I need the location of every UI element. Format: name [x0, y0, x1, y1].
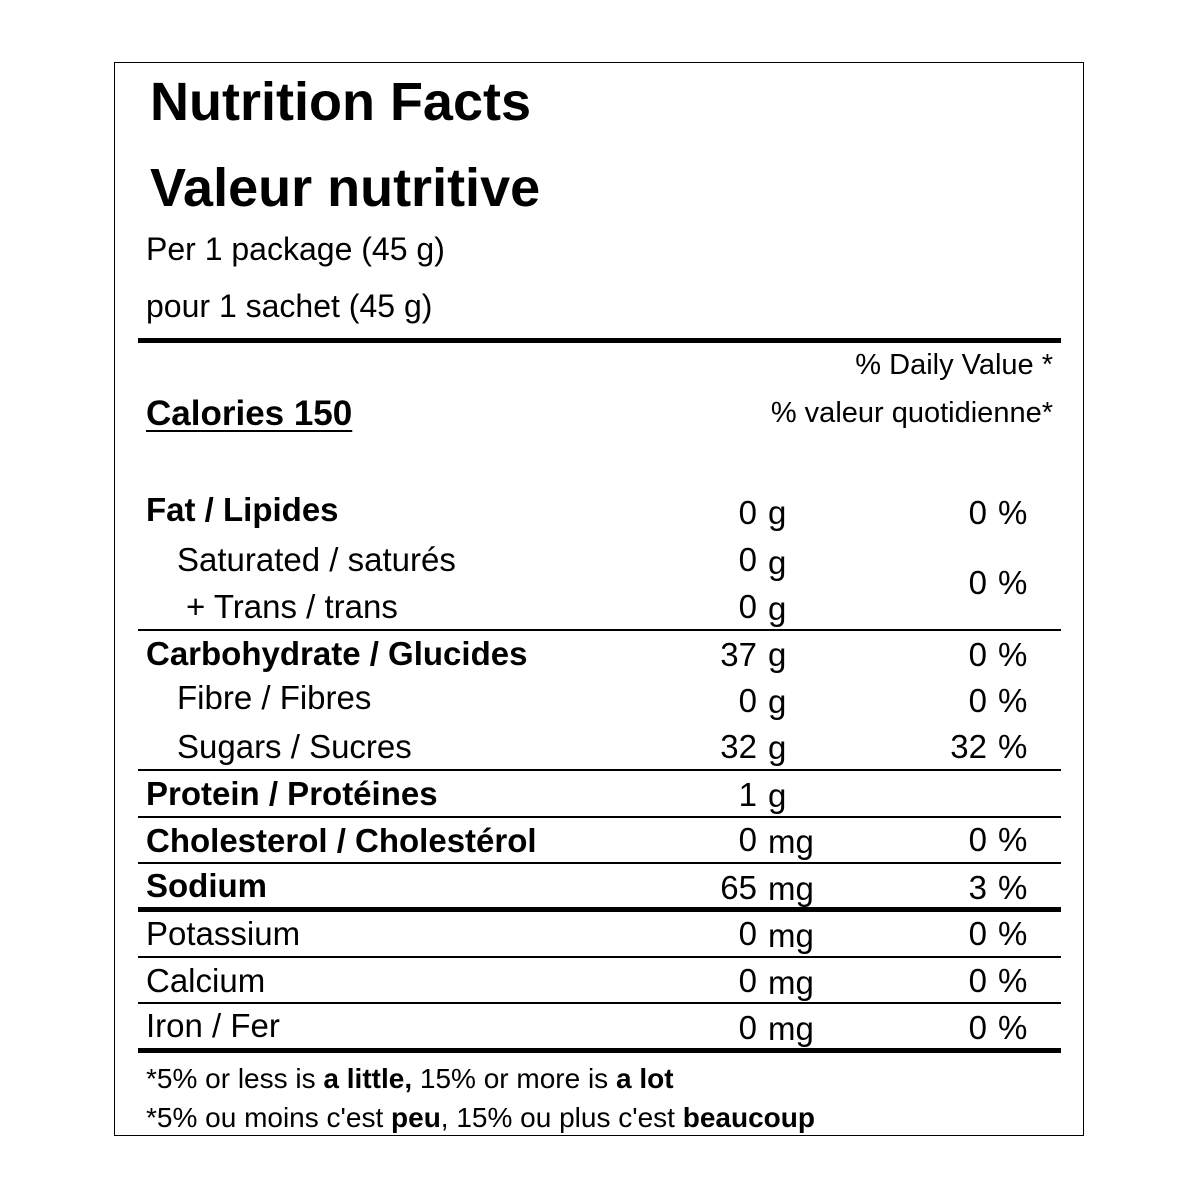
nutrient-label: Fibre / Fibres	[177, 679, 372, 716]
nutrient-dv: 0	[968, 915, 987, 952]
nutrient-amount: 0	[738, 1009, 757, 1046]
nutrient-unit: mg	[768, 823, 814, 860]
divider	[138, 629, 1061, 631]
percent-sign: %	[998, 564, 1028, 601]
nutrient-dv: 0	[968, 494, 987, 531]
divider	[138, 1002, 1061, 1004]
daily-value-header-en: % Daily Value *	[855, 349, 1053, 381]
divider	[138, 816, 1061, 818]
footnote-text: *5% or less is	[146, 1063, 324, 1094]
percent-sign: %	[998, 915, 1028, 952]
nutrient-dv: 0	[968, 962, 987, 999]
nutrient-amount: 0	[738, 682, 757, 719]
nutrient-amount: 0	[738, 494, 757, 531]
percent-sign: %	[998, 728, 1028, 765]
nutrition-facts-panel	[114, 62, 1084, 1136]
footnote-text: , 15% ou plus c'est	[440, 1102, 683, 1133]
nutrient-unit: g	[768, 494, 787, 531]
serving-size-en: Per 1 package (45 g)	[146, 231, 445, 267]
title-fr: Valeur nutritive	[150, 158, 541, 218]
nutrient-amount: 0	[738, 915, 757, 952]
nutrient-dv: 0	[968, 1009, 987, 1046]
nutrient-unit: g	[768, 544, 787, 581]
nutrient-dv: 3	[968, 869, 987, 906]
nutrient-unit: mg	[768, 870, 814, 907]
footnote-emphasis: a little,	[323, 1063, 413, 1094]
nutrient-dv: 0	[968, 682, 987, 719]
divider-thick	[138, 338, 1061, 343]
nutrient-amount: 0	[738, 962, 757, 999]
nutrient-amount: 0	[738, 821, 757, 858]
nutrient-label: Protein / Protéines	[146, 775, 438, 812]
footnote-text: 15% or more is	[412, 1063, 616, 1094]
nutrient-dv: 32	[950, 728, 987, 765]
nutrient-label: Potassium	[146, 915, 301, 952]
nutrient-amount: 1	[738, 776, 757, 813]
percent-sign: %	[998, 494, 1028, 531]
nutrient-unit: g	[768, 777, 787, 814]
nutrient-amount: 32	[720, 728, 757, 765]
percent-sign: %	[998, 636, 1028, 673]
divider	[138, 956, 1061, 958]
divider	[138, 769, 1061, 771]
sat-trans-dv: 0	[968, 564, 987, 601]
percent-sign: %	[998, 821, 1028, 858]
nutrient-unit: g	[768, 683, 787, 720]
nutrient-label: Calcium	[146, 962, 266, 999]
footnote-emphasis: peu	[391, 1102, 441, 1133]
footnote-text: *5% ou moins c'est	[146, 1102, 392, 1133]
percent-sign: %	[998, 962, 1028, 999]
nutrient-label: Sodium	[146, 867, 267, 904]
nutrient-label: Iron / Fer	[146, 1007, 280, 1044]
serving-size-fr: pour 1 sachet (45 g)	[146, 288, 433, 324]
nutrient-label: + Trans / trans	[186, 588, 398, 625]
percent-sign: %	[998, 869, 1028, 906]
divider-thick	[138, 907, 1061, 912]
nutrient-label: Fat / Lipides	[146, 491, 339, 528]
nutrient-unit: mg	[768, 917, 814, 954]
footnote-fr: *5% ou moins c'est peu, 15% ou plus c'es…	[146, 1098, 815, 1138]
nutrient-dv: 0	[968, 636, 987, 673]
percent-sign: %	[998, 1009, 1028, 1046]
nutrient-unit: g	[768, 590, 787, 627]
nutrient-label: Saturated / saturés	[177, 541, 456, 578]
nutrient-unit: g	[768, 729, 787, 766]
nutrient-label: Carbohydrate / Glucides	[146, 635, 528, 672]
divider	[138, 862, 1061, 864]
nutrient-label: Sugars / Sucres	[177, 728, 412, 765]
nutrient-label: Cholesterol / Cholestérol	[146, 822, 537, 859]
nutrient-unit: g	[768, 636, 787, 673]
percent-sign: %	[998, 682, 1028, 719]
nutrient-amount: 65	[720, 869, 757, 906]
daily-value-header-fr: % valeur quotidienne*	[770, 397, 1053, 429]
calories: Calories 150	[146, 394, 353, 433]
nutrient-dv: 0	[968, 821, 987, 858]
nutrient-amount: 37	[720, 636, 757, 673]
nutrient-unit: mg	[768, 964, 814, 1001]
title-en: Nutrition Facts	[150, 72, 532, 132]
nutrient-amount: 0	[738, 588, 757, 625]
divider-thick	[138, 1048, 1061, 1053]
nutrient-unit: mg	[768, 1010, 814, 1047]
footnote-emphasis: beaucoup	[682, 1102, 815, 1133]
footnote-emphasis: a lot	[615, 1063, 674, 1094]
footnote-en: *5% or less is a little, 15% or more is …	[146, 1059, 674, 1099]
nutrient-amount: 0	[738, 541, 757, 578]
